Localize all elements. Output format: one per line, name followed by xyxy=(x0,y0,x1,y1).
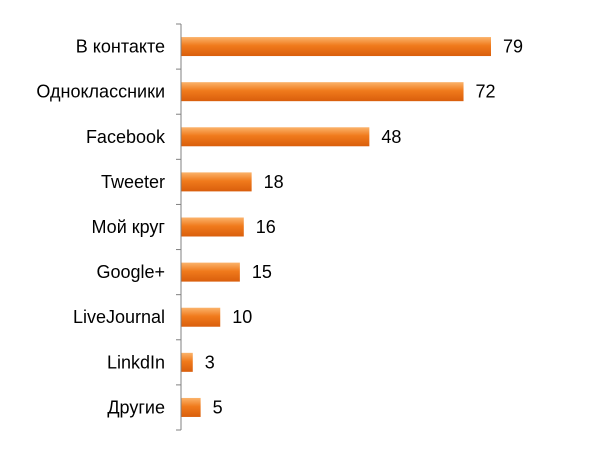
value-label: 18 xyxy=(264,172,284,192)
category-label: Одноклассники xyxy=(36,82,165,102)
value-label: 15 xyxy=(252,262,272,282)
bar-8 xyxy=(181,397,201,417)
value-label: 5 xyxy=(213,397,223,417)
category-label: Tweeter xyxy=(101,172,165,192)
category-label: Мой круг xyxy=(91,217,165,237)
value-label: 10 xyxy=(232,307,252,327)
category-label: Другие xyxy=(107,397,165,417)
bar-2 xyxy=(181,127,370,147)
category-label: Facebook xyxy=(86,127,166,147)
bar-6 xyxy=(181,307,221,327)
y-axis-ticks xyxy=(176,23,181,431)
value-label: 16 xyxy=(256,217,276,237)
labels-layer: В контакте 79 Одноклассники 72 Facebook 48 Twe… xyxy=(36,37,523,418)
category-label: LiveJournal xyxy=(73,307,165,327)
bar-1 xyxy=(181,82,464,102)
bar-3 xyxy=(181,172,252,192)
bar-0 xyxy=(181,37,491,57)
value-label: 79 xyxy=(503,37,523,57)
bar-7 xyxy=(181,352,193,372)
bar-5 xyxy=(181,262,240,282)
value-label: 48 xyxy=(381,127,401,147)
value-label: 72 xyxy=(476,82,496,102)
bars-layer xyxy=(181,37,491,417)
bar-4 xyxy=(181,217,244,237)
category-label: LinkdIn xyxy=(107,352,165,372)
category-label: В контакте xyxy=(76,37,165,57)
category-label: Google+ xyxy=(96,262,165,282)
value-label: 3 xyxy=(205,352,215,372)
